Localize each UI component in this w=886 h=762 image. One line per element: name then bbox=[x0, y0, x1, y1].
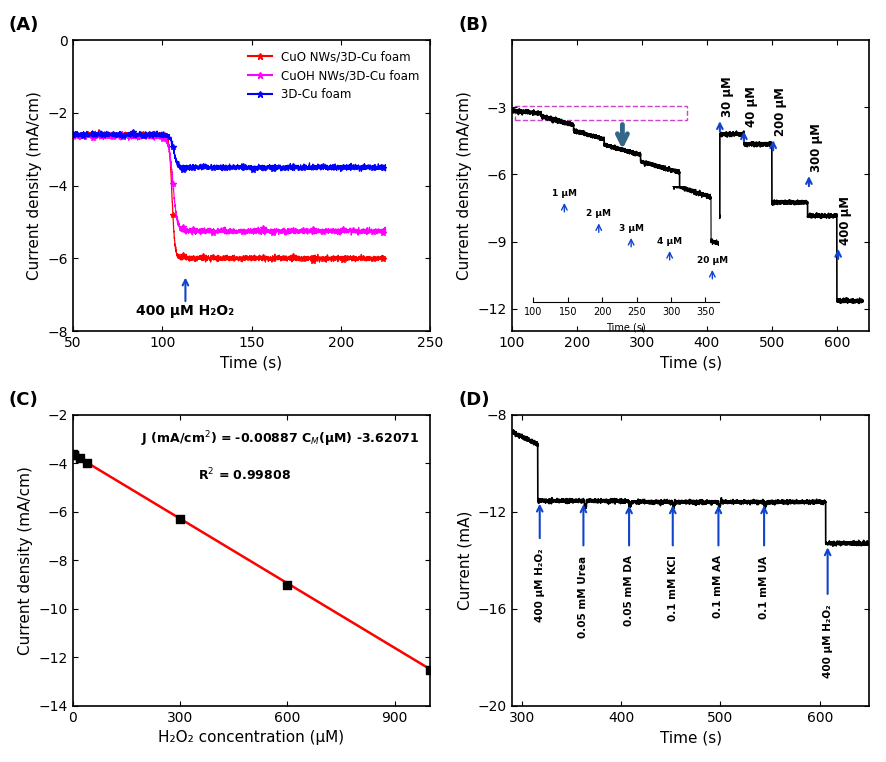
Text: (C): (C) bbox=[9, 391, 38, 409]
Y-axis label: Current density (mA/cm): Current density (mA/cm) bbox=[457, 91, 472, 280]
Legend: CuO NWs/3D-Cu foam, CuOH NWs/3D-Cu foam, 3D-Cu foam: CuO NWs/3D-Cu foam, CuOH NWs/3D-Cu foam,… bbox=[244, 46, 424, 106]
Text: 0.1 mM UA: 0.1 mM UA bbox=[759, 555, 769, 619]
Text: 30 μM: 30 μM bbox=[721, 76, 734, 117]
Text: (A): (A) bbox=[9, 16, 39, 34]
Text: 400 μM H₂O₂: 400 μM H₂O₂ bbox=[136, 304, 235, 318]
Text: 0.1 mM AA: 0.1 mM AA bbox=[713, 555, 724, 619]
Text: 0.05 mM Urea: 0.05 mM Urea bbox=[579, 555, 588, 638]
X-axis label: Time (s): Time (s) bbox=[221, 356, 283, 370]
Text: J (mA/cm$^2$) = -0.00887 C$_M$(μM) -3.62071: J (mA/cm$^2$) = -0.00887 C$_M$(μM) -3.62… bbox=[141, 429, 420, 449]
Text: 400 μM H₂O₂: 400 μM H₂O₂ bbox=[535, 548, 545, 622]
Text: R$^2$ = 0.99808: R$^2$ = 0.99808 bbox=[198, 467, 291, 484]
Y-axis label: Current (mA): Current (mA) bbox=[457, 511, 472, 610]
Point bbox=[424, 664, 438, 676]
X-axis label: Time (s): Time (s) bbox=[659, 730, 722, 745]
Point bbox=[66, 448, 81, 460]
Point bbox=[173, 513, 187, 525]
Point bbox=[66, 449, 81, 461]
X-axis label: H₂O₂ concentration (μM): H₂O₂ concentration (μM) bbox=[159, 730, 345, 745]
Y-axis label: Current density (mA/cm): Current density (mA/cm) bbox=[27, 91, 42, 280]
Text: (D): (D) bbox=[458, 391, 490, 409]
Point bbox=[67, 449, 82, 461]
Point bbox=[80, 456, 94, 469]
Y-axis label: Current density (mA/cm): Current density (mA/cm) bbox=[19, 466, 33, 655]
Point bbox=[73, 453, 87, 465]
Bar bbox=[515, 106, 688, 120]
Text: (B): (B) bbox=[458, 16, 488, 34]
Text: 200 μM: 200 μM bbox=[774, 88, 788, 136]
Point bbox=[280, 578, 294, 591]
Text: 0.1 mM KCl: 0.1 mM KCl bbox=[668, 555, 678, 621]
Text: 400 μM: 400 μM bbox=[839, 196, 852, 245]
Text: 400 μM H₂O₂: 400 μM H₂O₂ bbox=[822, 604, 833, 677]
Text: 40 μM: 40 μM bbox=[745, 86, 758, 127]
Text: 300 μM: 300 μM bbox=[810, 123, 823, 172]
Text: 0.05 mM DA: 0.05 mM DA bbox=[624, 555, 634, 626]
X-axis label: Time (s): Time (s) bbox=[659, 356, 722, 370]
